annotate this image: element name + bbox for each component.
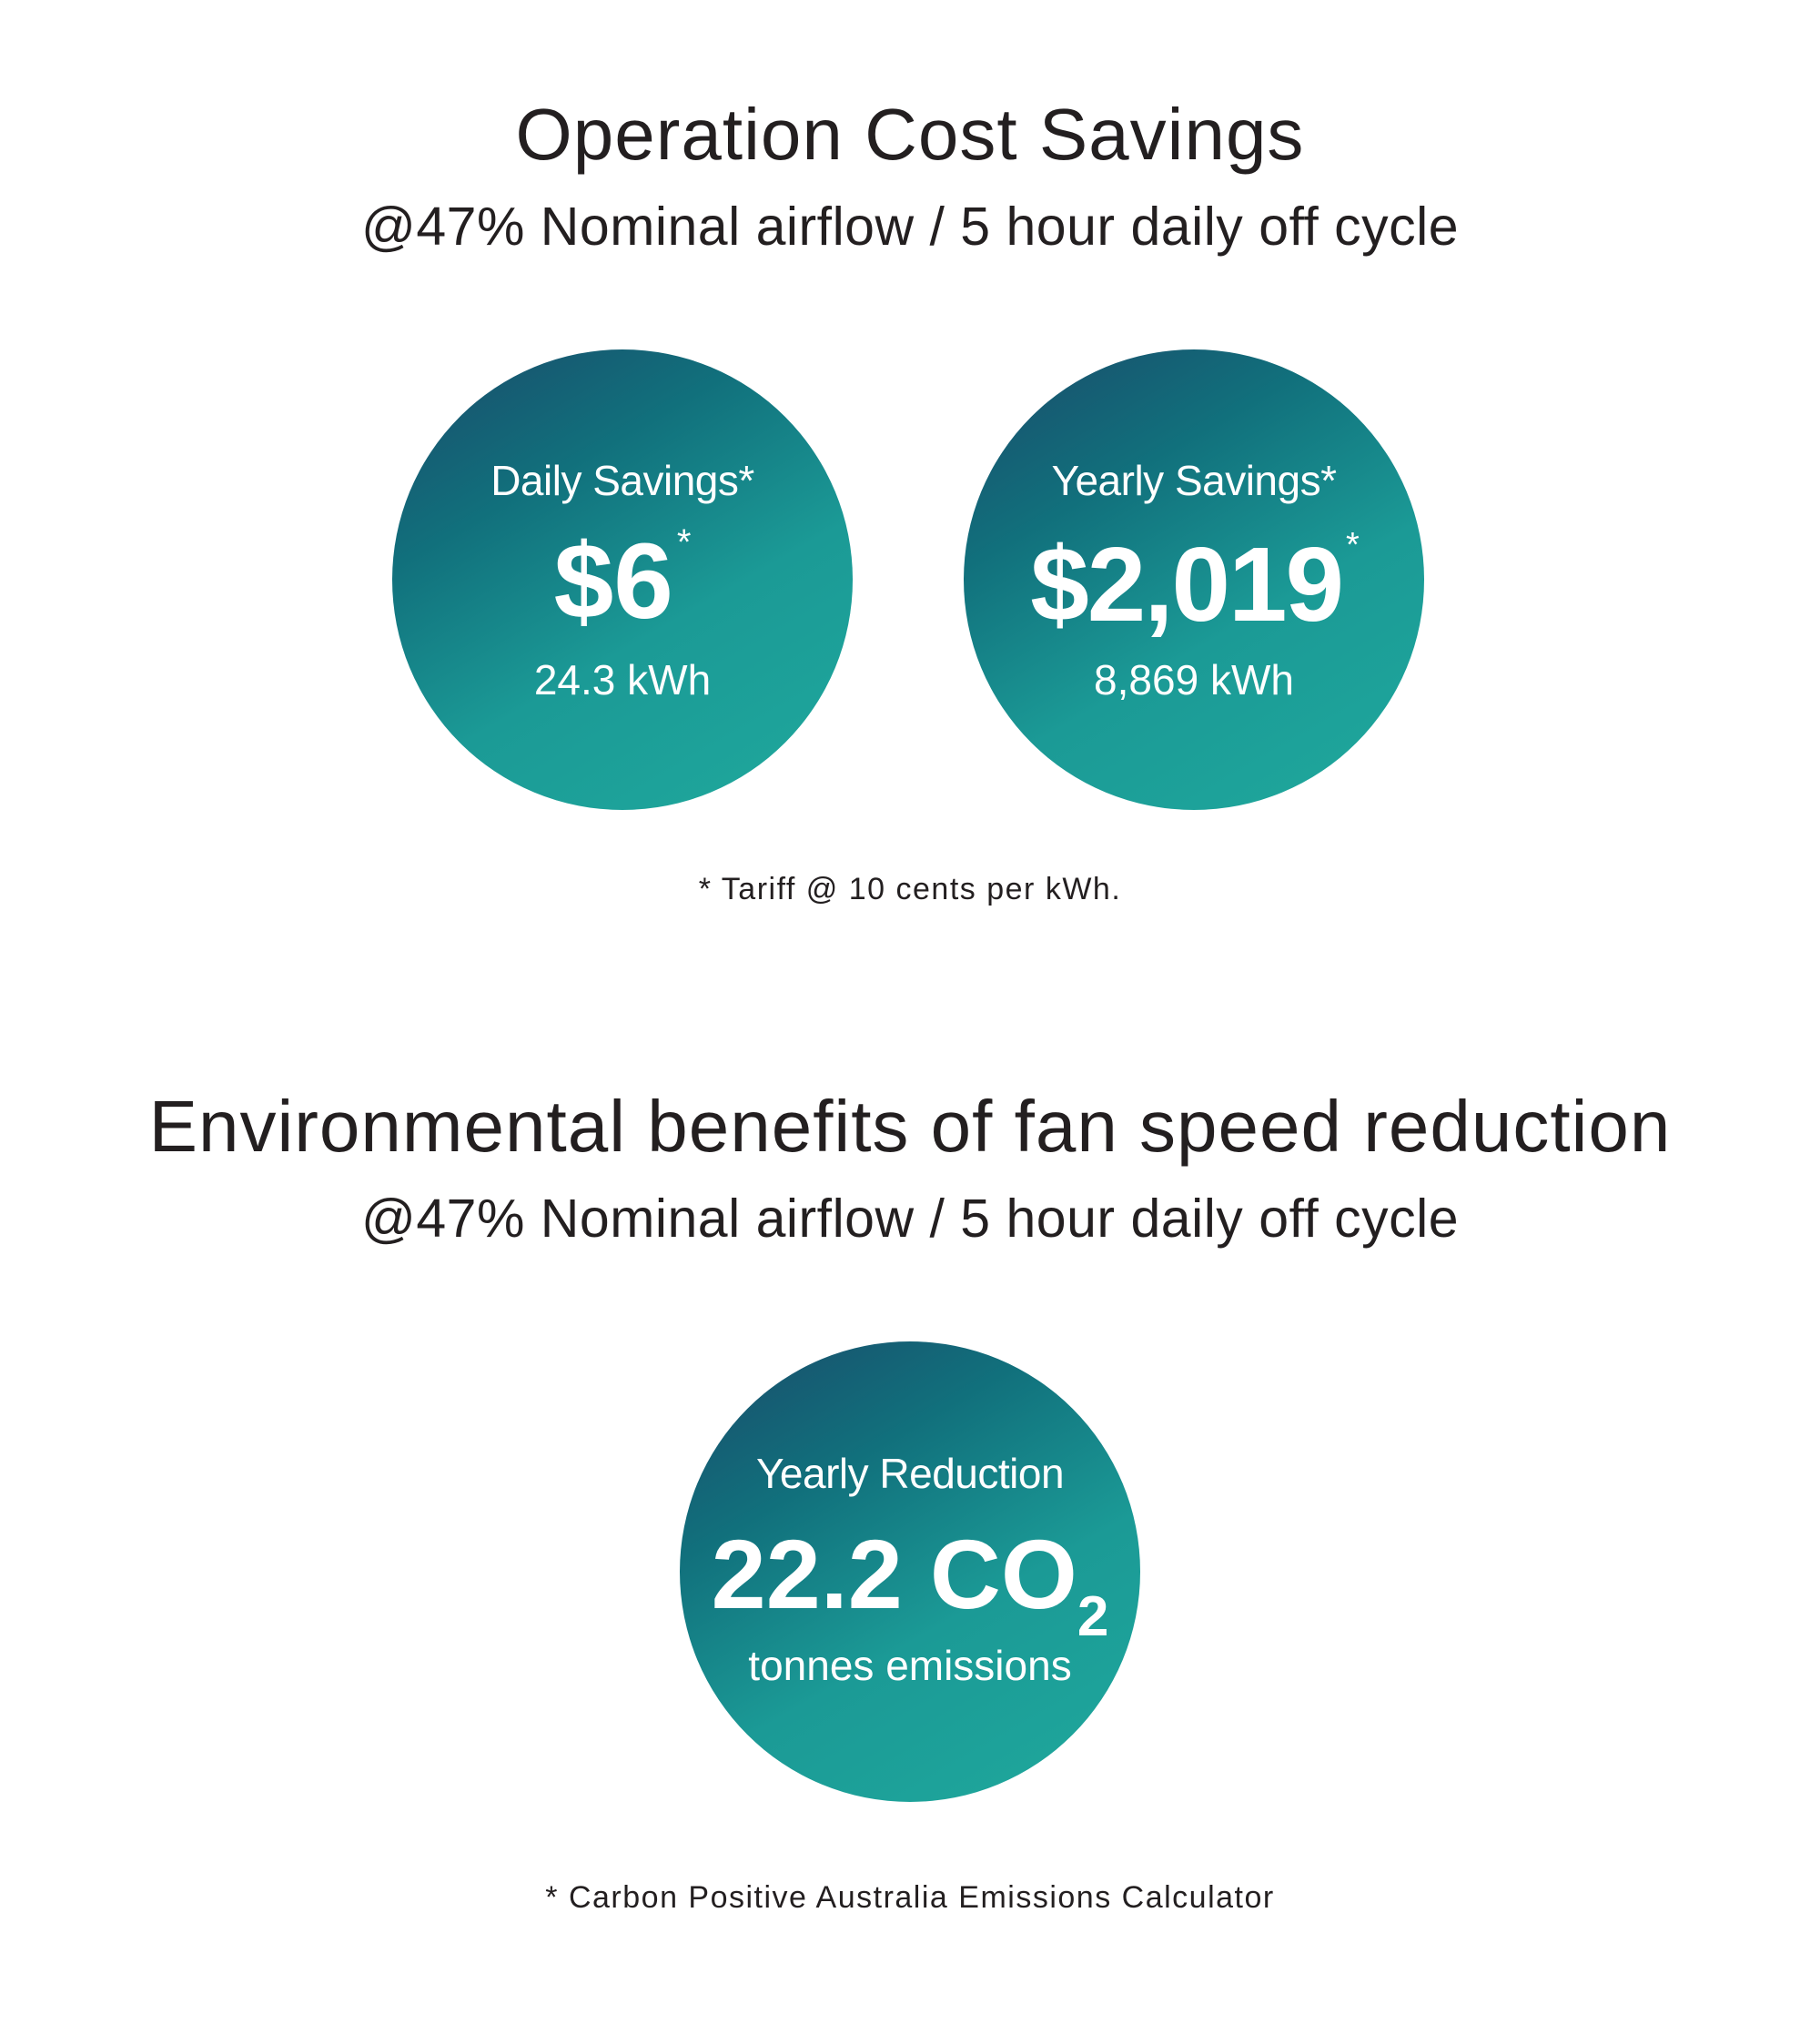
daily-savings-value: $6 * [392,524,853,635]
daily-savings-circle: Daily Savings* $6 * 24.3 kWh [392,349,853,810]
operation-subtitle: @47% Nominal airflow / 5 hour daily off … [360,197,1460,257]
environmental-title: Environmental benefits of fan speed redu… [148,1086,1672,1167]
yearly-reduction-circle: Yearly Reduction 22.2 CO2 tonnes emissio… [680,1341,1140,1802]
daily-savings-kwh: 24.3 kWh [533,656,712,703]
yearly-reduction-subscript: 2 [1077,1585,1109,1648]
yearly-savings-marker: * [1346,526,1360,564]
yearly-reduction-unit: tonnes emissions [748,1642,1072,1689]
emissions-footnote: * Carbon Positive Australia Emissions Ca… [545,1880,1275,1915]
yearly-reduction-label: Yearly Reduction [755,1450,1065,1497]
environmental-subtitle: @47% Nominal airflow / 5 hour daily off … [360,1189,1460,1249]
yearly-savings-value: $2,019 * [964,528,1424,637]
yearly-savings-label: Yearly Savings* [1051,457,1338,504]
yearly-savings-kwh: 8,869 kWh [1094,656,1294,703]
daily-savings-marker: * [676,522,692,562]
yearly-reduction-amount: 22.2 CO [711,1519,1077,1629]
daily-savings-label: Daily Savings* [490,457,754,504]
yearly-savings-amount: $2,019 [1030,525,1344,643]
yearly-savings-circle: Yearly Savings* $2,019 * 8,869 kWh [964,349,1424,810]
tariff-footnote: * Tariff @ 10 cents per kWh. [698,872,1122,906]
daily-savings-amount: $6 [553,521,673,642]
yearly-reduction-value: 22.2 CO2 [680,1525,1140,1645]
operation-title: Operation Cost Savings [515,94,1305,175]
